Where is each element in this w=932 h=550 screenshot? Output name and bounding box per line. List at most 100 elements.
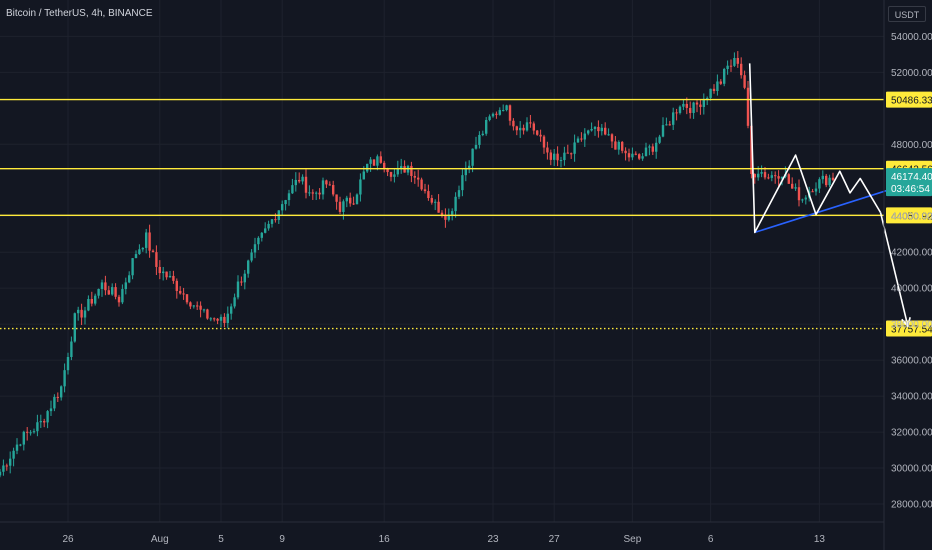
candle-body — [583, 133, 586, 140]
candle-body — [709, 88, 712, 98]
candle-body — [36, 422, 39, 432]
candle-body — [502, 110, 505, 112]
candle-body — [485, 119, 488, 134]
candle-body — [417, 177, 420, 180]
candle-body — [22, 431, 25, 445]
candle-body — [604, 127, 607, 135]
candle-body — [175, 280, 178, 291]
candle-body — [457, 190, 461, 197]
candle-body — [522, 127, 525, 131]
price-tick-label: 32000.00 — [891, 428, 932, 439]
candle-body — [651, 146, 654, 152]
candle-body — [29, 432, 32, 434]
candle-body — [536, 130, 539, 135]
level-price-label: 44050.92 — [891, 211, 932, 222]
candle-body — [532, 123, 535, 131]
candle-body — [94, 295, 97, 304]
candle-body — [77, 309, 80, 314]
candle-body — [168, 275, 172, 278]
candle-body — [32, 431, 36, 433]
level-price-badge — [886, 91, 932, 108]
symbol-title: Bitcoin / TetherUS, 4h, BINANCE — [6, 8, 153, 19]
current-price-badge — [886, 168, 932, 197]
candle-body — [185, 294, 189, 303]
candle-body — [699, 104, 702, 107]
candle-body — [281, 204, 284, 211]
candle-body — [202, 309, 206, 311]
candle-body — [743, 75, 746, 88]
candle-body — [369, 159, 372, 164]
candle-body — [767, 177, 770, 179]
candle-body — [311, 192, 314, 194]
candle-body — [321, 180, 325, 195]
candle-body — [821, 175, 824, 180]
candle-body — [638, 154, 641, 159]
time-tick-label: 16 — [379, 534, 391, 545]
candle-body — [342, 201, 345, 212]
candle-body — [726, 65, 729, 70]
candle-body — [12, 450, 15, 459]
candle-body — [600, 127, 603, 132]
candle-body — [15, 444, 19, 451]
candle-body — [451, 211, 454, 215]
candle-body — [56, 396, 59, 398]
candle-body — [542, 136, 546, 148]
candle-body — [304, 176, 308, 193]
candle-body — [434, 201, 437, 203]
candle-body — [804, 197, 807, 200]
time-tick-label: 23 — [487, 534, 499, 545]
candle-body — [230, 306, 233, 314]
candle-body — [83, 310, 87, 318]
candle-body — [729, 65, 733, 67]
candle-body — [362, 171, 365, 180]
candle-body — [553, 153, 556, 160]
candle-body — [206, 309, 209, 319]
candle-body — [668, 124, 671, 126]
candle-body — [393, 174, 396, 177]
candle-body — [366, 163, 369, 172]
candle-body — [689, 107, 692, 113]
candle-body — [580, 138, 583, 140]
candle-body — [825, 175, 828, 186]
candle-body — [685, 103, 688, 108]
candle-body — [777, 176, 780, 179]
candle-body — [376, 156, 379, 166]
currency-button[interactable]: USDT — [888, 6, 926, 22]
candle-body — [216, 318, 219, 321]
candle-body — [556, 153, 559, 161]
price-axis[interactable]: 28000.00 30000.00 32000.00 34000.00 36000.00… — [883, 0, 932, 550]
candle-body — [474, 144, 478, 149]
zigzag-pattern — [748, 63, 882, 234]
candle-body — [655, 142, 658, 152]
candle-body — [100, 282, 104, 289]
candle-body — [349, 197, 352, 204]
candle-body — [104, 282, 107, 291]
candle-body — [597, 126, 600, 132]
candle-body — [199, 305, 202, 310]
pattern-drawings[interactable] — [748, 63, 911, 328]
candle-body — [587, 130, 590, 134]
candle-body — [678, 106, 682, 113]
candle-body — [325, 180, 328, 185]
candle-body — [624, 150, 627, 154]
time-axis[interactable]: 26 Aug 5 9 16 23 27 Sep 6 13 — [0, 521, 884, 545]
current-price-label: 46174.40 — [891, 172, 932, 183]
candle-body — [182, 293, 185, 295]
candle-body — [471, 148, 474, 166]
candle-body — [172, 275, 175, 281]
price-tick-label: 52000.00 — [891, 68, 932, 79]
candle-body — [315, 192, 318, 194]
candle-body — [236, 281, 240, 298]
candle-body — [791, 183, 794, 189]
candle-body — [219, 316, 223, 321]
candle-body — [226, 313, 229, 323]
candle-body — [141, 247, 144, 250]
candle-body — [189, 302, 192, 307]
candle-body — [396, 168, 399, 175]
candle-body — [811, 191, 814, 193]
candle-body — [427, 191, 430, 199]
candle-body — [658, 136, 661, 143]
candle-body — [196, 305, 199, 307]
